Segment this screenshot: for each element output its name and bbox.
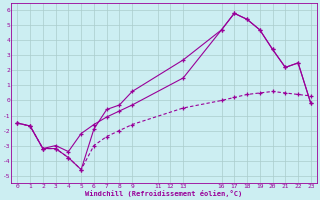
X-axis label: Windchill (Refroidissement éolien,°C): Windchill (Refroidissement éolien,°C) [85,190,243,197]
